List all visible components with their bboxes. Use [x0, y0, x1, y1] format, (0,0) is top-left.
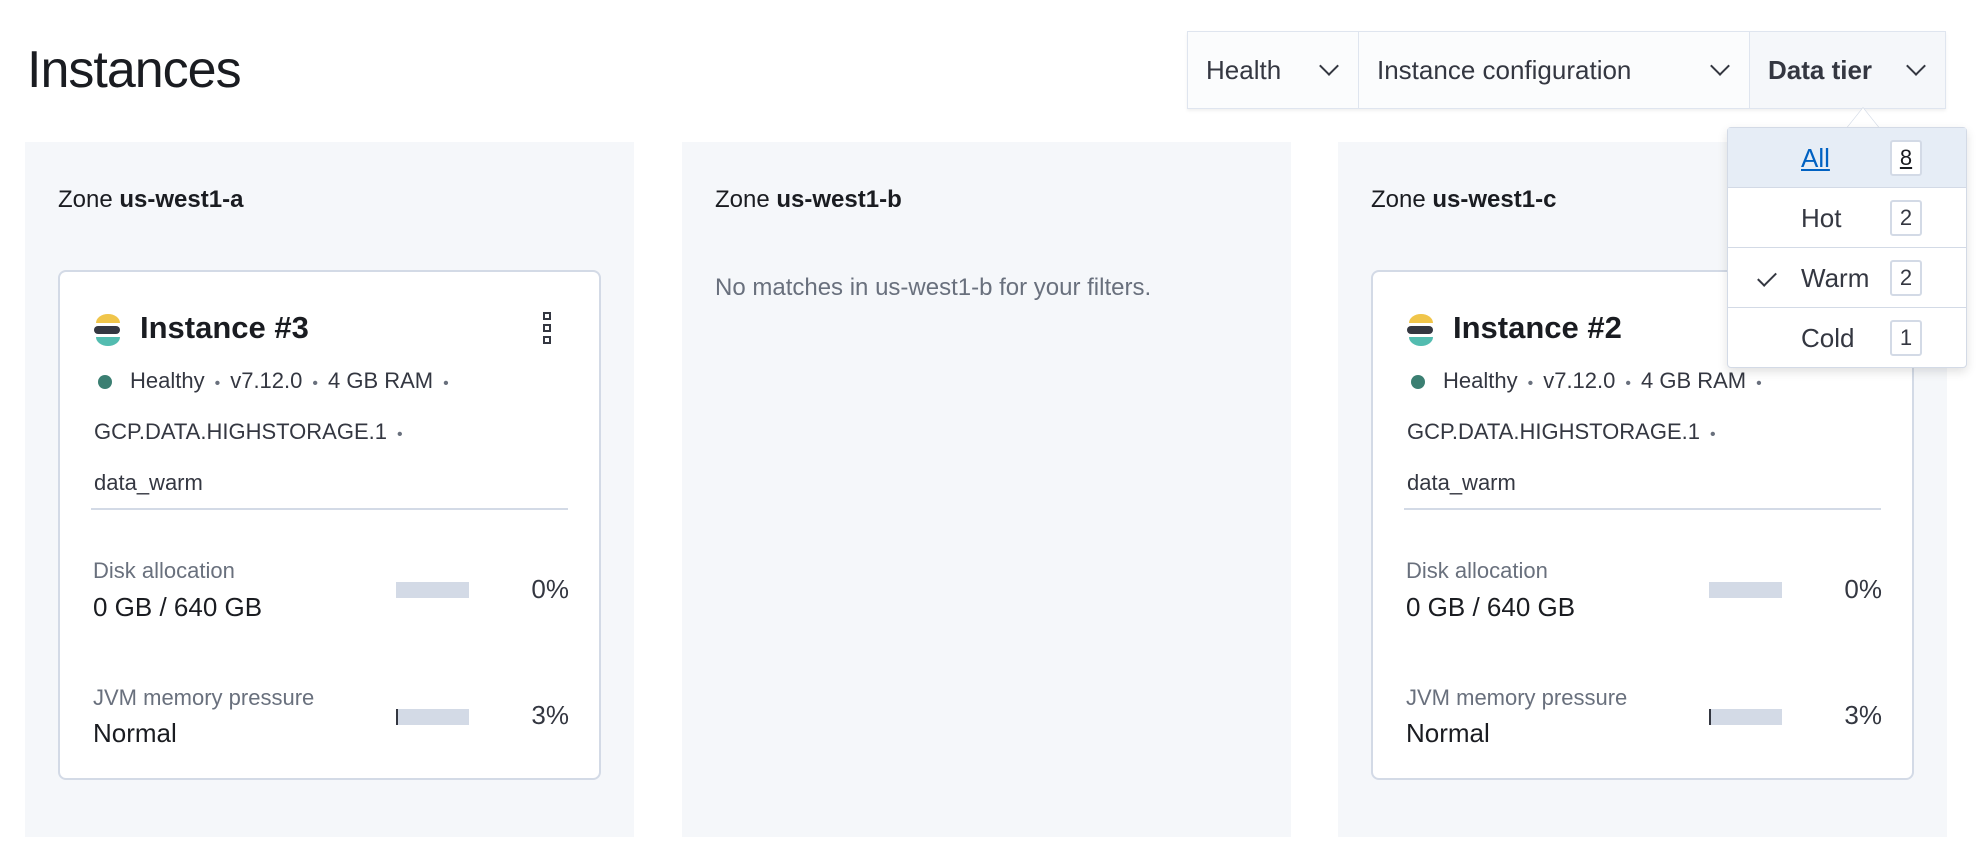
data-tier-option-hot[interactable]: Hot 2	[1728, 188, 1966, 248]
chevron-down-icon	[1906, 56, 1926, 76]
instance-meta: Healthy • v7.12.0 • 4 GB RAM • GCP.DATA.HIGHST…	[1407, 368, 1762, 495]
instance-configuration-filter-label: Instance configuration	[1377, 54, 1632, 85]
instance-title: Instance #3	[140, 310, 309, 345]
zone-label: Zone us-west1-b	[715, 186, 902, 213]
option-count-badge: 2	[1890, 260, 1922, 296]
data-tier-option-all[interactable]: All 8	[1728, 128, 1966, 188]
ram: 4 GB RAM	[327, 368, 434, 393]
health-filter-label: Health	[1206, 54, 1282, 85]
jvm-memory-pressure-bar	[1709, 709, 1782, 725]
health-status: Healthy	[1443, 368, 1518, 393]
health-status: Healthy	[130, 368, 205, 393]
elasticsearch-logo-icon	[1407, 314, 1433, 346]
disk-allocation-value: 0 GB / 640 GB	[93, 592, 263, 622]
disk-allocation-bar	[396, 582, 469, 598]
disk-allocation-value: 0 GB / 640 GB	[1406, 592, 1576, 622]
instance-meta: Healthy • v7.12.0 • 4 GB RAM • GCP.DATA.HIGHST…	[94, 368, 449, 495]
data-tier-filter-label: Data tier	[1768, 54, 1873, 85]
zone-panel-us-west1-a: Zone us-west1-a Instance #3 Healthy • v7.1…	[25, 142, 634, 837]
data-tier: data_warm	[1407, 470, 1516, 495]
zone-panel-us-west1-b: Zone us-west1-b No matches in us-west1-b…	[682, 142, 1291, 837]
option-label: Warm	[1801, 263, 1870, 293]
instance-card: Instance #3 Healthy • v7.12.0 • 4 GB RAM • GCP…	[58, 270, 601, 780]
jvm-memory-pressure-label: JVM memory pressure	[1406, 685, 1628, 710]
divider	[91, 508, 568, 510]
version: v7.12.0	[1543, 368, 1616, 393]
disk-allocation-bar	[1709, 582, 1782, 598]
ram: 4 GB RAM	[1640, 368, 1747, 393]
option-label: Hot	[1801, 203, 1842, 233]
chevron-down-icon	[1319, 56, 1339, 76]
page-title: Instances	[27, 41, 242, 99]
data-tier-popover: All 8 Hot 2 Warm 2 Cold 1	[1727, 127, 1967, 368]
option-count-badge: 8	[1890, 140, 1922, 176]
jvm-memory-pressure-percent: 3%	[1844, 700, 1882, 730]
disk-allocation-label: Disk allocation	[93, 558, 235, 583]
version: v7.12.0	[230, 368, 303, 393]
option-label: Cold	[1801, 323, 1855, 353]
disk-allocation-percent: 0%	[1844, 574, 1882, 604]
jvm-memory-pressure-percent: 3%	[531, 700, 569, 730]
zone-label: Zone us-west1-a	[58, 186, 244, 213]
divider	[1404, 508, 1881, 510]
zone-label: Zone us-west1-c	[1371, 186, 1557, 213]
data-tier-filter-button[interactable]: Data tier	[1750, 32, 1945, 108]
data-tier-option-warm[interactable]: Warm 2	[1728, 248, 1966, 308]
popover-arrow	[1847, 108, 1879, 128]
jvm-memory-pressure-value: Normal	[93, 718, 177, 748]
jvm-memory-pressure-value: Normal	[1406, 718, 1490, 748]
instance-config: GCP.DATA.HIGHSTORAGE.1	[94, 419, 387, 444]
chevron-down-icon	[1710, 56, 1730, 76]
disk-allocation-percent: 0%	[531, 574, 569, 604]
option-label: All	[1801, 143, 1830, 173]
check-icon	[1757, 267, 1777, 287]
jvm-memory-pressure-label: JVM memory pressure	[93, 685, 315, 710]
disk-allocation-label: Disk allocation	[1406, 558, 1548, 583]
health-status-dot-icon	[98, 375, 112, 390]
health-filter-button[interactable]: Health	[1188, 32, 1359, 108]
instance-config: GCP.DATA.HIGHSTORAGE.1	[1407, 419, 1700, 444]
elasticsearch-logo-icon	[94, 314, 120, 346]
health-status-dot-icon	[1411, 375, 1425, 390]
jvm-memory-pressure-bar	[396, 709, 469, 725]
empty-zone-message: No matches in us-west1-b for your filter…	[715, 274, 1152, 301]
instance-title: Instance #2	[1453, 310, 1622, 345]
filter-group: Health Instance configuration Data tier	[1187, 31, 1946, 109]
data-tier-option-cold[interactable]: Cold 1	[1728, 308, 1966, 368]
instance-actions-menu-icon[interactable]	[541, 312, 553, 344]
data-tier: data_warm	[94, 470, 203, 495]
instance-configuration-filter-button[interactable]: Instance configuration	[1359, 32, 1750, 108]
option-count-badge: 1	[1890, 320, 1922, 356]
option-count-badge: 2	[1890, 200, 1922, 236]
